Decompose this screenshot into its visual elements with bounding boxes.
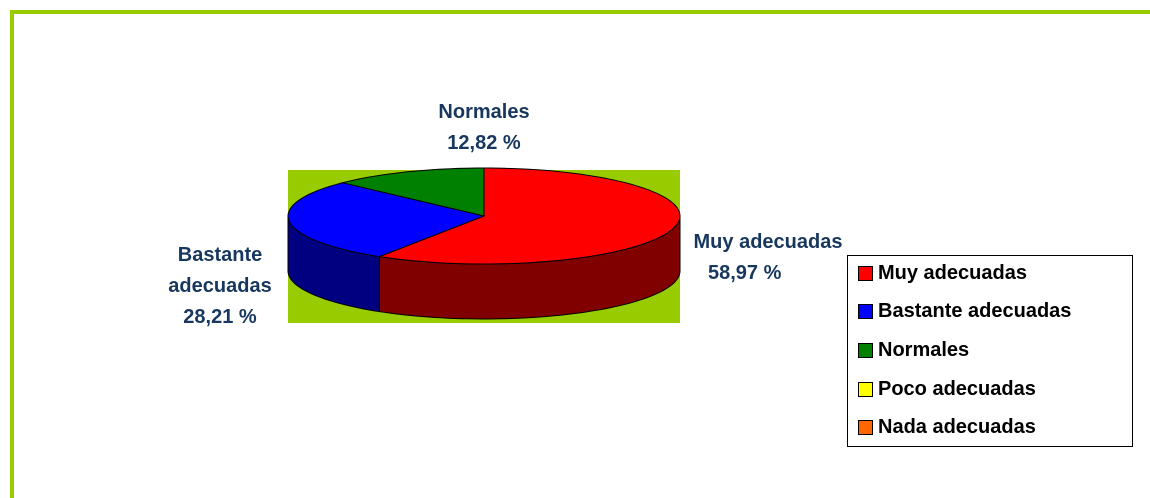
slice [377, 167, 681, 265]
legend: Muy adecuadas Bastante adecuadas Normales P… [847, 255, 1133, 447]
data-label-value: 28,21 % [183, 306, 257, 328]
data-label-value: 58,97 % [708, 262, 782, 284]
legend-swatch [858, 420, 873, 436]
legend-label: Muy adecuadas [878, 261, 1027, 284]
legend-swatch [858, 304, 873, 320]
legend-swatch [858, 265, 873, 281]
legend-label: Bastante adecuadas [878, 300, 1072, 323]
data-label-name: Normales [438, 101, 530, 123]
slice [287, 182, 486, 258]
legend-label: Nada adecuadas [878, 416, 1036, 439]
legend-item: Bastante adecuadas [858, 300, 1071, 324]
legend-item: Poco adecuadas [858, 377, 1036, 401]
data-label: Normales 12,82 % [404, 97, 564, 159]
legend-item: Nada adecuadas [858, 416, 1036, 440]
legend-item: Normales [858, 338, 969, 362]
legend-item: Muy adecuadas [858, 261, 1027, 285]
legend-swatch [858, 381, 873, 397]
data-label: Muy adecuadas 58,97 % [680, 227, 860, 289]
legend-label: Poco adecuadas [878, 377, 1036, 400]
legend-label: Normales [878, 338, 970, 361]
data-label: Bastante adecuadas 28,21 % [140, 240, 300, 333]
legend-swatch [858, 342, 873, 358]
data-label-name: Bastante adecuadas [168, 244, 272, 297]
data-label-name: Muy adecuadas [693, 231, 843, 253]
slice [342, 167, 485, 217]
data-label-value: 12,82 % [447, 132, 521, 154]
